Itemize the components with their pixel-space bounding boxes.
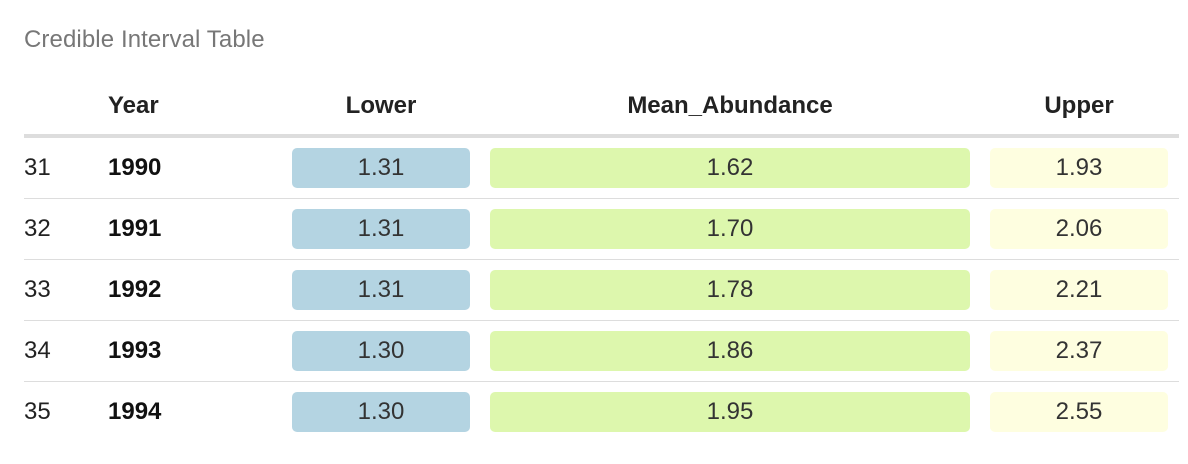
- table-row: 31 1990 1.31 1.62 1.93: [24, 136, 1179, 199]
- row-index: 34: [24, 320, 108, 382]
- year-cell: 1992: [108, 259, 292, 321]
- header-upper[interactable]: Upper: [990, 78, 1179, 138]
- lower-cell: 1.31: [292, 198, 490, 260]
- table-row: 33 1992 1.31 1.78 2.21: [24, 259, 1179, 321]
- row-index: 31: [24, 154, 51, 181]
- upper-value: 2.55: [990, 392, 1168, 432]
- header-mean-abundance[interactable]: Mean_Abundance: [490, 78, 990, 138]
- mean-value: 1.86: [490, 331, 970, 371]
- lower-value: 1.30: [292, 392, 470, 432]
- year-cell: 1993: [108, 320, 292, 382]
- upper-value: 1.93: [990, 148, 1168, 188]
- upper-value: 2.21: [990, 270, 1168, 310]
- mean-value: 1.78: [490, 270, 970, 310]
- header-lower[interactable]: Lower: [292, 78, 490, 138]
- lower-cell: 1.31: [292, 259, 490, 321]
- table-row: 34 1993 1.30 1.86 2.37: [24, 320, 1179, 382]
- year-cell: 1994: [108, 381, 292, 442]
- upper-cell: 1.93: [990, 136, 1179, 199]
- lower-cell: 1.31: [292, 136, 490, 199]
- year-cell: 1991: [108, 198, 292, 260]
- upper-cell: 2.21: [990, 259, 1179, 321]
- upper-cell: 2.55: [990, 381, 1179, 442]
- header-year[interactable]: Year: [108, 78, 292, 138]
- upper-value: 2.06: [990, 209, 1168, 249]
- credible-interval-table: Year Lower Mean_Abundance Upper 31 1990 …: [24, 78, 1179, 442]
- mean-cell: 1.70: [490, 198, 990, 260]
- mean-value: 1.70: [490, 209, 970, 249]
- lower-value: 1.30: [292, 331, 470, 371]
- year-cell: 1990: [108, 154, 162, 181]
- table-caption: Credible Interval Table: [24, 26, 265, 53]
- lower-value: 1.31: [292, 209, 470, 249]
- upper-cell: 2.37: [990, 320, 1179, 382]
- table-row: 35 1994 1.30 1.95 2.55: [24, 381, 1179, 442]
- lower-value: 1.31: [292, 148, 470, 188]
- table-row: 32 1991 1.31 1.70 2.06: [24, 198, 1179, 260]
- header-index: [24, 78, 108, 138]
- mean-cell: 1.62: [490, 136, 990, 199]
- row-index: 33: [24, 259, 108, 321]
- mean-value: 1.62: [490, 148, 970, 188]
- mean-cell: 1.86: [490, 320, 990, 382]
- mean-value: 1.95: [490, 392, 970, 432]
- lower-cell: 1.30: [292, 381, 490, 442]
- upper-cell: 2.06: [990, 198, 1179, 260]
- mean-cell: 1.78: [490, 259, 990, 321]
- mean-cell: 1.95: [490, 381, 990, 442]
- lower-cell: 1.30: [292, 320, 490, 382]
- lower-value: 1.31: [292, 270, 470, 310]
- header-row: Year Lower Mean_Abundance Upper: [24, 78, 1179, 138]
- upper-value: 2.37: [990, 331, 1168, 371]
- row-index: 32: [24, 198, 108, 260]
- row-index: 35: [24, 381, 108, 442]
